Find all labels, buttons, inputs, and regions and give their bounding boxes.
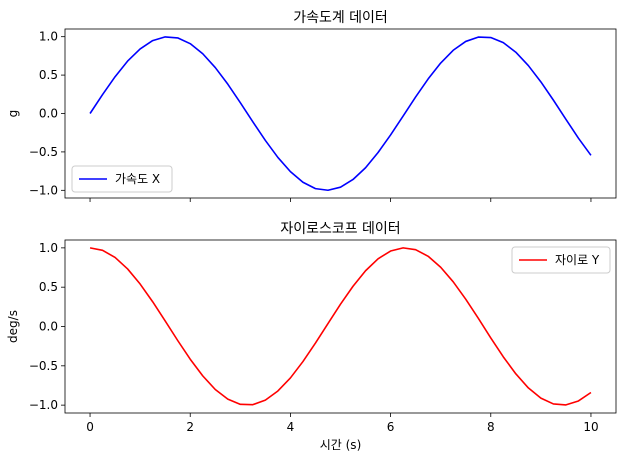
y-tick-label: 0.5 xyxy=(39,68,58,82)
x-axis-label: 시간 (s) xyxy=(320,438,362,452)
y-tick-label: 0.0 xyxy=(39,320,58,334)
y-tick-label: 0.5 xyxy=(39,280,58,294)
y-tick-label: 1.0 xyxy=(39,30,58,44)
y-tick-label: −0.5 xyxy=(29,359,58,373)
y-tick-label: 1.0 xyxy=(39,241,58,255)
y-axis-label: g xyxy=(6,110,20,118)
x-tick-label: 0 xyxy=(86,420,94,434)
x-tick-label: 6 xyxy=(387,420,395,434)
legend-box xyxy=(71,165,173,193)
y-tick-label: −0.5 xyxy=(29,145,58,159)
chart-panel-1: 가속도계 데이터 −1.0 −0.5 0.0 0.5 1.0 g 가속도 X xyxy=(6,10,617,202)
x-tick-label: 2 xyxy=(186,420,194,434)
legend: 자이로 Y xyxy=(511,246,611,274)
x-tick-label: 10 xyxy=(583,420,598,434)
y-tick-label: −1.0 xyxy=(29,398,58,412)
chart-title: 가속도계 데이터 xyxy=(293,10,388,26)
chart-title: 자이로스코프 데이터 xyxy=(280,221,400,237)
chart-panel-2: 자이로스코프 데이터 −1.0 −0.5 0.0 0.5 1.0 0 2 4 6 8 10 deg/s 시… xyxy=(6,221,617,452)
x-tick-label: 8 xyxy=(487,420,495,434)
series-line-1 xyxy=(89,247,592,406)
y-tick-label: 0.0 xyxy=(39,107,58,121)
x-tick-label: 4 xyxy=(287,420,295,434)
series-line-1 xyxy=(89,36,592,192)
legend: 가속도 X xyxy=(71,165,173,193)
y-tick-label: −1.0 xyxy=(29,183,58,197)
y-axis-label: deg/s xyxy=(6,310,20,343)
legend-entry: 자이로 Y xyxy=(555,253,600,267)
legend-box xyxy=(511,246,611,274)
legend-entry: 가속도 X xyxy=(115,172,160,186)
